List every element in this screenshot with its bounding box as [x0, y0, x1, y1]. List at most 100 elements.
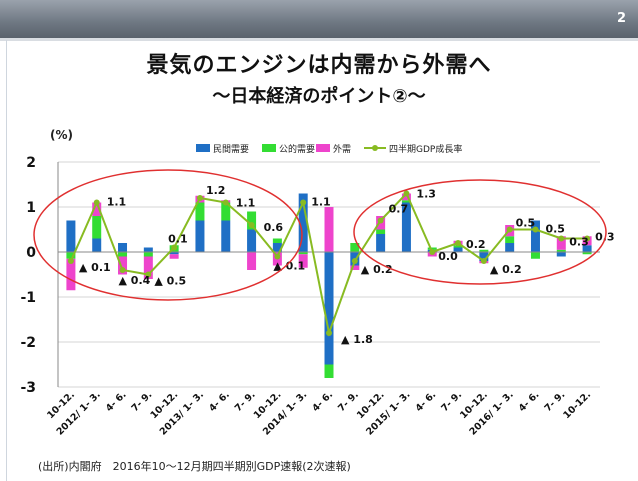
private-demand-bar: [247, 229, 257, 252]
private-demand-bar: [401, 202, 411, 252]
page-number: 2: [616, 11, 626, 26]
gdp-point: [326, 330, 332, 336]
private-demand-bar: [376, 234, 386, 252]
data-labels: ▲ 0.1 1.1 ▲ 0.4 ▲ 0.5 0.1 1.2 1.1 0.6 ▲ 0.1 1.1 ▲ …: [79, 184, 615, 346]
data-label: ▲ 0.1: [273, 260, 305, 273]
data-label: 0.3: [569, 236, 589, 249]
private-demand-bar: [195, 220, 205, 252]
gdp-point: [584, 235, 591, 242]
public-demand-bar: [505, 236, 515, 243]
data-label: 0.1: [168, 233, 188, 246]
public-demand-bar: [195, 202, 205, 221]
gdp-point: [558, 235, 565, 242]
public-demand-bar: [427, 247, 437, 250]
private-demand-bar: [530, 220, 540, 252]
public-demand-bar: [556, 249, 566, 252]
private-demand-bar: [324, 252, 334, 365]
gdp-point: [377, 217, 384, 224]
data-label: 0.6: [264, 221, 284, 234]
gdp-point: [455, 240, 462, 246]
y-tick-label: 2: [26, 155, 36, 171]
private-demand-bar: [118, 243, 128, 252]
gdp-point: [248, 222, 255, 228]
legend-label: 公的需要: [279, 143, 315, 155]
slide-header-bar: [0, 0, 638, 38]
public-demand-bar: [272, 238, 282, 243]
data-label: 1.2: [206, 184, 226, 197]
public-demand-bar: [143, 252, 153, 257]
y-tick-label: -2: [20, 335, 36, 351]
slide-subtitle: ～日本経済のポイント②～: [212, 86, 426, 107]
public-demand-bar: [92, 216, 102, 239]
public-demand-bar: [221, 202, 231, 221]
public-demand-bar: [298, 252, 308, 255]
external-demand-bar: [324, 207, 334, 252]
legend-swatch: [262, 144, 276, 152]
gdp-point: [300, 199, 307, 206]
y-tick-label: -1: [20, 290, 36, 306]
x-tick-label: 4- 6.: [207, 389, 232, 414]
y-tick-label: 0: [26, 245, 36, 261]
public-demand-bar: [324, 364, 334, 378]
x-tick-label: 4- 6.: [517, 389, 542, 414]
public-demand-bar: [453, 245, 463, 248]
data-label: 0.5: [545, 223, 565, 236]
gdp-point: [532, 226, 539, 233]
gdp-growth-line: [67, 190, 591, 337]
external-demand-bar: [556, 236, 566, 250]
highlight-ellipse-right: [353, 179, 607, 285]
data-label: 0.7: [389, 203, 409, 216]
data-label: 1.1: [236, 197, 256, 210]
private-demand-bar: [479, 252, 489, 261]
gdp-point: [480, 258, 487, 264]
y-tick-label: -3: [20, 380, 36, 396]
data-label: ▲ 0.1: [79, 261, 111, 274]
external-demand-bar: [92, 202, 102, 216]
highlight-ellipse-left: [33, 169, 303, 301]
left-margin-rule: [6, 40, 7, 481]
x-tick-label: 4- 6.: [104, 389, 129, 414]
external-demand-bar: [118, 256, 128, 275]
private-demand-bar: [505, 243, 515, 252]
private-demand-bar: [272, 243, 282, 252]
y-tick-label: 1: [26, 200, 36, 216]
public-demand-bar: [247, 211, 257, 230]
gdp-point: [351, 258, 358, 264]
public-demand-bar: [401, 200, 411, 203]
header-divider: [0, 38, 638, 41]
slide-title: 景気のエンジンは内需から外需へ: [146, 53, 492, 78]
gdp-point: [145, 271, 152, 278]
highlight-ellipses: [33, 169, 607, 301]
gdp-point: [93, 199, 100, 206]
gdp-point: [429, 249, 436, 255]
gdp-point: [119, 267, 126, 273]
public-demand-bar: [350, 243, 360, 252]
external-demand-bar: [169, 254, 179, 259]
external-demand-bar: [401, 193, 411, 201]
data-label: 1.3: [416, 188, 436, 201]
stacked-bars: [66, 193, 592, 378]
legend-label: 四半期GDP成長率: [389, 143, 462, 155]
gdp-point: [403, 190, 410, 197]
gdp-point: [222, 199, 229, 206]
gdp-point: [274, 253, 281, 260]
public-demand-bar: [376, 229, 386, 234]
gdp-point: [196, 195, 203, 201]
data-label: 1.1: [311, 196, 331, 209]
private-demand-bar: [92, 238, 102, 252]
public-demand-bar: [582, 252, 592, 255]
data-label: ▲ 0.4: [119, 274, 151, 287]
private-demand-bar: [169, 252, 179, 255]
source-note: (出所)内閣府 2016年10～12月期四半期別GDP速報(2次速報): [38, 460, 351, 473]
private-demand-bar: [66, 220, 76, 252]
data-label: ▲ 0.2: [490, 263, 522, 276]
x-tick-label: 4- 6.: [414, 389, 439, 414]
x-tick-label: 4- 6.: [310, 389, 335, 414]
legend-swatch: [316, 144, 330, 152]
public-demand-bar: [66, 252, 76, 259]
public-demand-bar: [118, 252, 128, 257]
private-demand-bar: [582, 245, 592, 252]
gdp-point: [67, 258, 74, 264]
data-label: ▲ 1.8: [341, 333, 373, 346]
legend-label: 民間需要: [213, 144, 249, 155]
